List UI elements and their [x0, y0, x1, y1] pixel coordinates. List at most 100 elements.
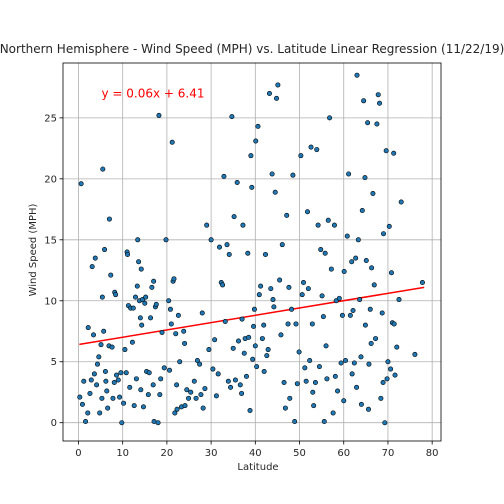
data-point: [117, 394, 123, 400]
data-point: [239, 390, 245, 396]
data-point: [202, 386, 208, 392]
data-point: [94, 382, 100, 388]
data-point: [281, 379, 287, 385]
data-point: [324, 376, 330, 382]
data-point: [367, 306, 373, 312]
data-point: [91, 371, 97, 377]
data-point: [277, 277, 283, 283]
data-point: [311, 403, 317, 409]
data-point: [113, 372, 119, 378]
data-point: [374, 121, 380, 127]
y-tick-label: 20: [44, 174, 57, 185]
data-point: [293, 321, 299, 327]
data-point: [335, 388, 341, 394]
data-point: [261, 322, 267, 328]
data-point: [106, 216, 112, 222]
data-point: [354, 384, 360, 390]
data-point: [379, 310, 385, 316]
data-point: [99, 294, 105, 300]
data-point: [229, 114, 235, 120]
data-point: [222, 319, 228, 325]
data-point: [225, 378, 231, 384]
data-point: [350, 308, 356, 314]
data-point: [102, 368, 108, 374]
data-point: [304, 209, 310, 215]
data-point: [184, 387, 190, 393]
data-point: [371, 282, 377, 288]
data-point: [391, 150, 397, 156]
data-point: [254, 364, 260, 370]
data-point: [191, 378, 197, 384]
data-point: [258, 283, 264, 289]
data-point: [357, 297, 363, 303]
data-point: [158, 376, 164, 382]
data-point: [240, 222, 246, 228]
data-point: [245, 250, 251, 256]
data-point: [169, 139, 175, 145]
data-point: [140, 404, 146, 410]
data-point: [341, 398, 347, 404]
data-point: [87, 390, 93, 396]
data-point: [310, 389, 316, 395]
data-point: [167, 306, 173, 312]
data-point: [145, 392, 151, 398]
data-point: [253, 138, 259, 144]
data-point: [323, 343, 329, 349]
data-point: [174, 406, 180, 412]
data-point: [298, 153, 304, 159]
data-point: [316, 364, 322, 370]
data-point: [89, 264, 95, 270]
data-point: [157, 392, 163, 398]
data-point: [377, 100, 383, 106]
data-point: [130, 305, 136, 311]
data-point: [375, 92, 381, 98]
data-point: [332, 373, 338, 379]
data-point: [328, 266, 334, 272]
data-point: [246, 334, 252, 340]
x-tick-label: 40: [249, 448, 262, 459]
data-point: [369, 265, 375, 271]
data-point: [259, 336, 265, 342]
data-point: [121, 400, 127, 406]
data-point: [388, 270, 394, 276]
data-point: [133, 376, 139, 382]
data-point: [265, 347, 271, 353]
data-point: [382, 420, 388, 426]
data-point: [92, 255, 98, 261]
data-point: [171, 276, 177, 282]
data-point: [96, 354, 102, 360]
grid-lines: [63, 63, 441, 441]
data-point: [186, 395, 192, 401]
regression-equation: y = 0.06x + 6.41: [101, 86, 204, 100]
data-point: [155, 420, 161, 426]
x-tick-label: 50: [293, 448, 306, 459]
data-point: [398, 199, 404, 205]
data-point: [279, 242, 285, 248]
regression-line: [79, 286, 425, 346]
data-point: [386, 223, 392, 229]
data-point: [146, 370, 152, 376]
data-point: [138, 266, 144, 272]
data-point: [338, 360, 344, 366]
data-point: [127, 384, 133, 390]
data-point: [123, 370, 129, 376]
data-point: [358, 401, 364, 407]
data-point: [270, 297, 276, 303]
data-point: [85, 410, 91, 416]
data-point: [236, 338, 242, 344]
data-point: [365, 406, 371, 412]
data-point: [115, 377, 121, 383]
data-point: [125, 251, 131, 257]
data-point: [111, 379, 117, 385]
data-point: [278, 332, 284, 338]
data-point: [363, 258, 369, 264]
data-point: [197, 361, 203, 367]
data-point: [303, 378, 309, 384]
x-axis-ticks: 0 10 20 30 40 50 60 70 80: [75, 441, 439, 459]
data-point: [271, 304, 277, 310]
data-point: [182, 340, 188, 346]
data-point: [83, 418, 89, 424]
data-point: [78, 181, 84, 187]
data-point: [251, 306, 257, 312]
y-axis-label: Wind Speed (MPH): [28, 203, 39, 296]
